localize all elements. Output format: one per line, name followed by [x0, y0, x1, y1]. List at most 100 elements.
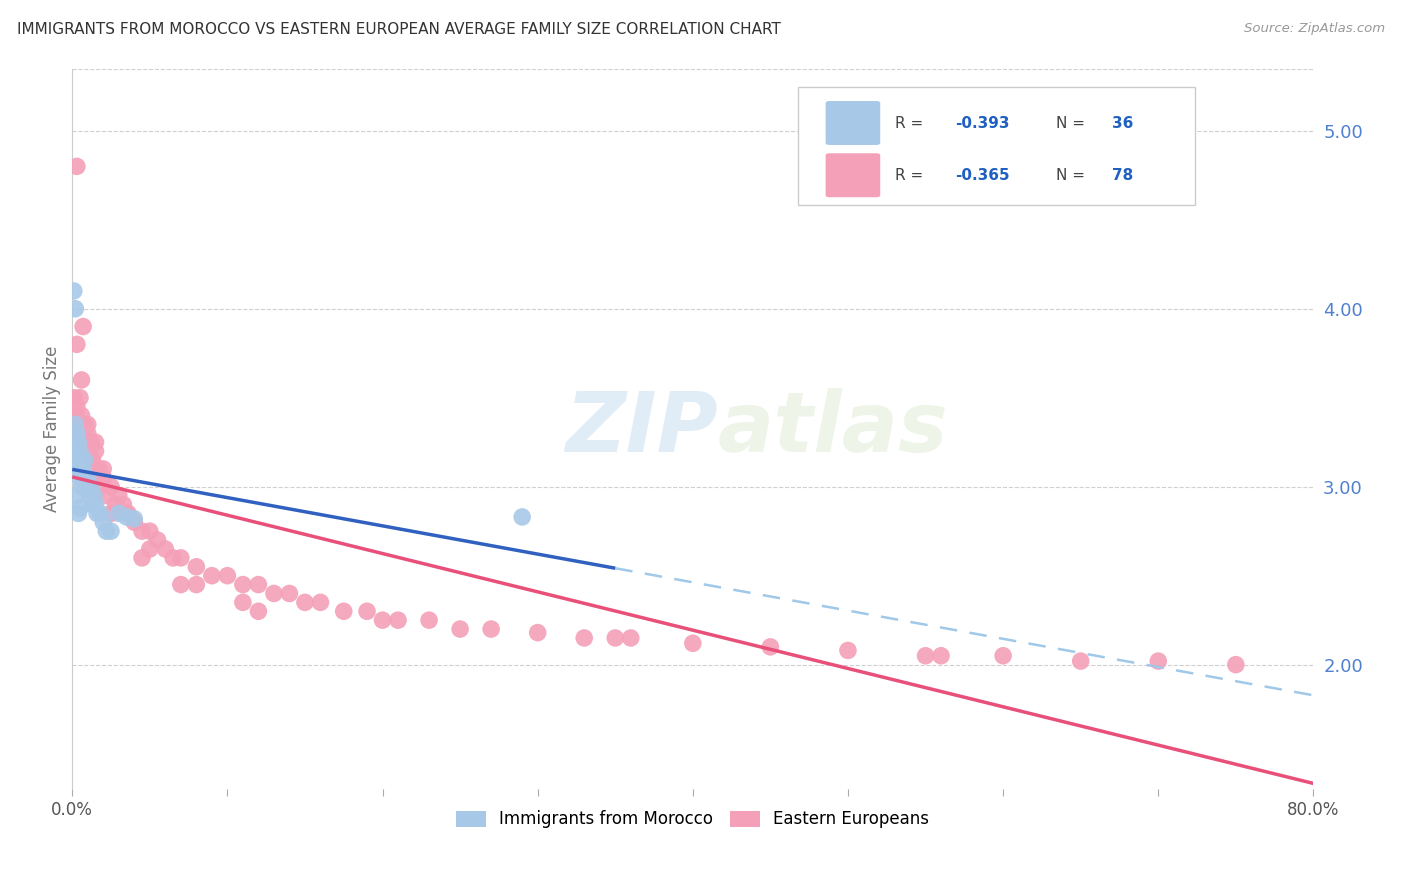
Point	[87, 462, 110, 476]
Point	[479, 622, 502, 636]
FancyBboxPatch shape	[825, 101, 880, 145]
Text: R =: R =	[896, 168, 928, 183]
Point	[67, 417, 90, 432]
Point	[510, 510, 533, 524]
Point	[65, 301, 87, 316]
Point	[186, 559, 208, 574]
Point	[67, 507, 90, 521]
Point	[79, 489, 101, 503]
Point	[759, 640, 782, 654]
Point	[69, 426, 91, 441]
Point	[80, 435, 103, 450]
Point	[67, 462, 90, 476]
Point	[84, 444, 107, 458]
Point	[107, 507, 129, 521]
Y-axis label: Average Family Size: Average Family Size	[44, 346, 60, 512]
Point	[100, 507, 122, 521]
Point	[371, 613, 394, 627]
Point	[124, 516, 146, 530]
Point	[66, 453, 89, 467]
Point	[201, 568, 224, 582]
Point	[76, 417, 98, 432]
Point	[66, 160, 89, 174]
Point	[69, 444, 91, 458]
Point	[69, 391, 91, 405]
Point	[79, 444, 101, 458]
Point	[186, 577, 208, 591]
Point	[70, 453, 93, 467]
Point	[76, 471, 98, 485]
Point	[72, 426, 94, 441]
Point	[131, 524, 153, 539]
Point	[217, 568, 239, 582]
Point	[247, 604, 270, 618]
Point	[91, 516, 114, 530]
Point	[89, 480, 111, 494]
Text: IMMIGRANTS FROM MOROCCO VS EASTERN EUROPEAN AVERAGE FAMILY SIZE CORRELATION CHAR: IMMIGRANTS FROM MOROCCO VS EASTERN EUROP…	[17, 22, 780, 37]
Point	[232, 577, 254, 591]
Point	[86, 507, 108, 521]
Point	[66, 400, 89, 414]
Point	[66, 337, 89, 351]
Point	[155, 541, 177, 556]
Point	[62, 284, 84, 298]
Point	[73, 417, 96, 432]
Text: atlas: atlas	[717, 388, 948, 469]
Point	[232, 595, 254, 609]
Point	[69, 501, 91, 516]
Point	[278, 586, 301, 600]
Point	[170, 577, 193, 591]
Point	[605, 631, 627, 645]
Point	[66, 426, 89, 441]
Point	[73, 453, 96, 467]
FancyBboxPatch shape	[799, 87, 1195, 205]
Text: -0.365: -0.365	[955, 168, 1010, 183]
Point	[75, 480, 97, 494]
Point	[65, 444, 87, 458]
Point	[117, 507, 139, 521]
Point	[620, 631, 643, 645]
Point	[83, 489, 105, 503]
Point	[294, 595, 316, 609]
Point	[526, 625, 548, 640]
Point	[75, 435, 97, 450]
Point	[83, 462, 105, 476]
Point	[84, 498, 107, 512]
Point	[65, 409, 87, 423]
Point	[76, 426, 98, 441]
Point	[62, 435, 84, 450]
Point	[65, 417, 87, 432]
Point	[115, 507, 138, 521]
Point	[82, 498, 104, 512]
Legend: Immigrants from Morocco, Eastern Europeans: Immigrants from Morocco, Eastern Europea…	[450, 804, 936, 835]
Text: -0.393: -0.393	[955, 115, 1010, 130]
Point	[914, 648, 936, 663]
Point	[69, 471, 91, 485]
Point	[91, 462, 114, 476]
Point	[89, 507, 111, 521]
Point	[146, 533, 169, 547]
Text: 36: 36	[1112, 115, 1133, 130]
Point	[139, 541, 162, 556]
Point	[107, 489, 129, 503]
Point	[332, 604, 354, 618]
Point	[837, 643, 859, 657]
Point	[682, 636, 704, 650]
Text: Source: ZipAtlas.com: Source: ZipAtlas.com	[1244, 22, 1385, 36]
Text: R =: R =	[896, 115, 928, 130]
Point	[100, 480, 122, 494]
FancyBboxPatch shape	[825, 153, 880, 197]
Point	[80, 480, 103, 494]
Point	[449, 622, 471, 636]
Point	[170, 550, 193, 565]
Point	[574, 631, 596, 645]
Point	[929, 648, 952, 663]
Text: N =: N =	[1056, 115, 1091, 130]
Point	[86, 471, 108, 485]
Point	[162, 550, 184, 565]
Point	[82, 453, 104, 467]
Point	[112, 498, 135, 512]
Point	[115, 510, 138, 524]
Point	[91, 471, 114, 485]
Point	[104, 498, 127, 512]
